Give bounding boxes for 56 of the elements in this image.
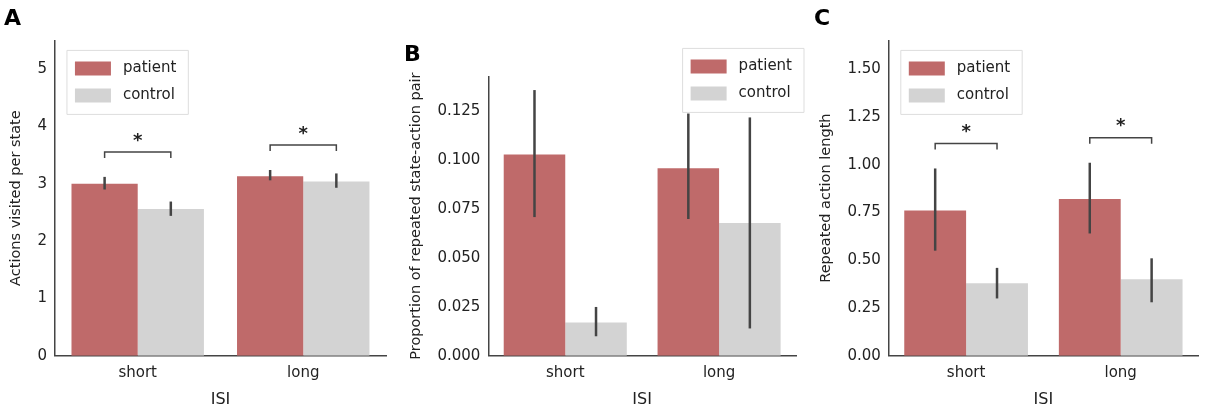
y-axis-title: Actions visited per state xyxy=(7,110,24,286)
y-tick-label: 4 xyxy=(37,116,47,135)
y-tick-label: 5 xyxy=(37,58,47,77)
legend-label: control xyxy=(738,83,791,102)
bar xyxy=(237,176,304,356)
x-tick-label: short xyxy=(946,362,986,381)
legend-label: patient xyxy=(738,56,793,75)
y-tick-label: 2 xyxy=(37,231,47,249)
x-tick-label: short xyxy=(118,362,158,381)
x-tick-label: long xyxy=(287,362,320,381)
bar xyxy=(657,168,720,356)
y-tick-label: 0.25 xyxy=(847,297,881,316)
y-tick-label: 0.025 xyxy=(437,296,481,315)
y-tick-label: 0.050 xyxy=(437,248,481,266)
chart-title: A xyxy=(4,4,22,30)
y-axis-title: Repeated action length xyxy=(817,113,834,283)
legend-label: control xyxy=(956,85,1009,104)
legend-label: patient xyxy=(956,58,1011,77)
y-tick-label: 1.50 xyxy=(847,58,881,77)
bar xyxy=(1058,199,1121,356)
annotation: * xyxy=(298,121,309,143)
y-tick-label: 0.100 xyxy=(437,150,481,169)
x-axis-title: ISI xyxy=(210,388,231,408)
y-tick-label: 1.00 xyxy=(847,154,881,173)
chart-title: B xyxy=(404,40,421,66)
annotation: * xyxy=(1115,114,1126,136)
bar xyxy=(303,181,370,356)
y-axis-title: Proportion of repeated state-action pair xyxy=(407,72,424,360)
y-tick-label: 0.125 xyxy=(437,101,481,120)
y-tick-label: 3 xyxy=(37,173,47,192)
bar xyxy=(565,322,627,356)
x-axis-title: ISI xyxy=(1033,388,1054,408)
bar xyxy=(904,210,967,356)
chart-title: C xyxy=(814,4,831,30)
legend-label: control xyxy=(122,85,175,104)
bar xyxy=(503,154,566,356)
bar xyxy=(1120,279,1183,356)
annotation: * xyxy=(133,128,143,150)
x-tick-label: long xyxy=(702,362,736,381)
y-tick-label: 1 xyxy=(37,288,47,307)
bar xyxy=(71,183,138,356)
y-tick-label: 0.00 xyxy=(847,345,881,364)
bar xyxy=(137,209,204,356)
y-tick-label: 0 xyxy=(37,345,47,364)
bar xyxy=(966,283,1028,356)
x-tick-label: short xyxy=(545,362,585,381)
bar xyxy=(719,222,781,356)
legend-label: patient xyxy=(122,58,177,77)
annotation: * xyxy=(961,120,972,142)
y-tick-label: 0.000 xyxy=(437,345,481,364)
y-tick-label: 0.50 xyxy=(847,250,881,269)
x-tick-label: long xyxy=(1104,362,1137,381)
y-tick-label: 0.75 xyxy=(847,202,881,221)
y-tick-label: 0.075 xyxy=(437,199,481,218)
x-axis-title: ISI xyxy=(632,388,652,408)
y-tick-label: 1.25 xyxy=(847,106,881,125)
